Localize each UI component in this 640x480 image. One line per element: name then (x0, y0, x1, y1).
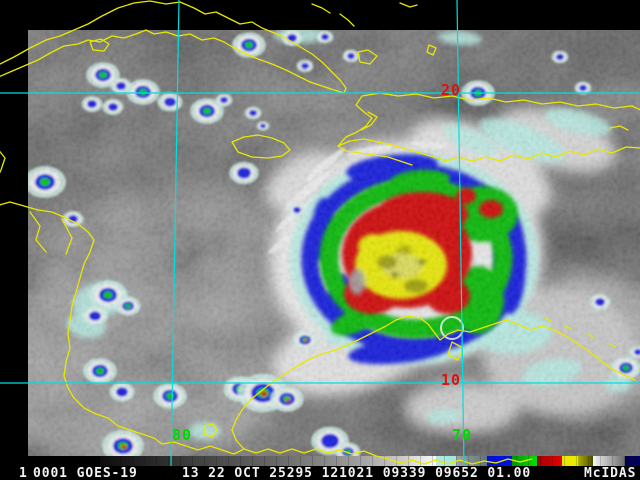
coast-central-america (0, 201, 245, 455)
colorbar-segment (456, 456, 487, 466)
coast-belize-fragment (0, 150, 6, 174)
colorbar-segment (578, 456, 593, 466)
colorbar-segment (487, 456, 512, 466)
colorbar-segment (280, 456, 355, 466)
sensor-id-text: 0001 GOES-19 (33, 466, 138, 480)
latitude-label-20: 20 (441, 81, 462, 99)
colorbar-segment (100, 456, 190, 466)
island-specks (203, 125, 629, 438)
colorbar-segment (562, 456, 578, 466)
colorbar-segment (190, 456, 280, 466)
lake-maracaibo (447, 341, 464, 361)
coast-panama-colombia-south (243, 448, 533, 465)
mcidas-brand: McIDAS (584, 466, 637, 480)
border-honduras-nicaragua (29, 211, 73, 255)
coast-bahamas (311, 2, 437, 65)
coast-jamaica (231, 134, 291, 159)
coast-isla-juventud (89, 38, 110, 52)
colorbar-segment (0, 456, 100, 466)
longitude-label-80: 80 (172, 426, 193, 444)
colorbar-segment (593, 456, 625, 466)
coast-hispaniola-south (337, 138, 640, 166)
colorbar-segment (355, 456, 410, 466)
frame-number: 1 (19, 466, 28, 480)
colorbar-segment (436, 456, 456, 466)
longitude-label-70: 70 (452, 426, 473, 444)
white-ring-artifact (440, 316, 464, 340)
colorbar-segment (625, 456, 640, 466)
latitude-label-10: 10 (441, 371, 462, 389)
coastlines-overlay (0, 0, 640, 465)
satellite-image (28, 30, 640, 456)
coast-haiti-west (337, 95, 378, 147)
datetime-text: 13 22 OCT 25295 121021 09339 09652 01.00 (182, 466, 532, 480)
colorbar-segment (537, 456, 562, 466)
coast-hispaniola-north (361, 92, 640, 111)
coast-south-america (231, 315, 636, 450)
latlon-grid (0, 0, 640, 467)
colorbar-segment (410, 456, 436, 466)
status-bar: 1 0001 GOES-19 13 22 OCT 25295 121021 09… (0, 466, 640, 480)
colorbar-step-overlay (0, 456, 640, 466)
